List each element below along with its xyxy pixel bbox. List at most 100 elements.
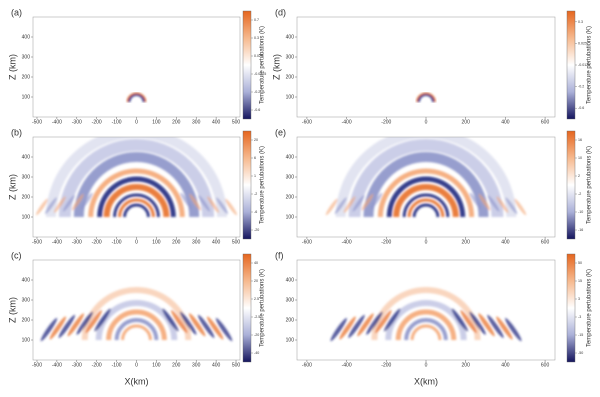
lobe bbox=[487, 195, 500, 212]
x-tick-label: -600 bbox=[302, 362, 312, 368]
x-tick-label: -200 bbox=[92, 239, 102, 245]
lobe bbox=[171, 310, 188, 334]
lobe bbox=[85, 310, 102, 334]
colorbar-tick-label: -0.6 bbox=[578, 106, 584, 110]
x-tick-label: 200 bbox=[172, 362, 181, 368]
wave-front bbox=[377, 168, 475, 218]
x-tick-label: -200 bbox=[381, 239, 391, 245]
plot-frame bbox=[296, 16, 556, 118]
wave-front bbox=[385, 300, 467, 341]
x-tick-label: -500 bbox=[32, 119, 42, 125]
x-tick-label: -500 bbox=[32, 239, 42, 245]
field-inner bbox=[36, 137, 237, 218]
colorbar-tick-label: -0.6 bbox=[254, 108, 260, 112]
x-tick-label: -400 bbox=[342, 239, 352, 245]
lobe bbox=[469, 192, 482, 210]
x-tick-label: -500 bbox=[32, 362, 42, 368]
wave-front bbox=[402, 193, 450, 218]
wave-front bbox=[95, 300, 178, 341]
x-tick-label: -300 bbox=[72, 239, 82, 245]
colorbar-tick-label: 1 bbox=[254, 174, 256, 178]
y-tick-label: 100 bbox=[286, 214, 295, 220]
colorbar-tick-label: -6 bbox=[254, 210, 257, 214]
field-inner bbox=[126, 92, 147, 103]
lobe bbox=[62, 195, 75, 212]
wave-front bbox=[404, 318, 448, 341]
lobe bbox=[225, 198, 237, 216]
y-tick-label: 300 bbox=[286, 174, 295, 180]
y-tick-label: 400 bbox=[286, 277, 295, 283]
wave-front bbox=[103, 184, 170, 218]
x-tick-label: -100 bbox=[112, 362, 122, 368]
lobe bbox=[384, 308, 401, 332]
y-axis-label: Z (km) bbox=[7, 54, 17, 80]
colorbar-tick-label: -50 bbox=[578, 351, 583, 355]
lobe bbox=[206, 316, 224, 340]
colorbar-tick-label: -20 bbox=[254, 333, 259, 337]
lobe bbox=[496, 196, 509, 213]
colorbar-label: Temperature pertubations (K) bbox=[260, 146, 266, 224]
panel-label: (d) bbox=[275, 7, 286, 17]
y-tick-label: 200 bbox=[22, 194, 31, 200]
colorbar-tick-label: 20 bbox=[254, 138, 258, 142]
wave-front bbox=[348, 139, 504, 218]
wave-front bbox=[412, 203, 440, 218]
field bbox=[325, 137, 527, 218]
wave-front bbox=[363, 152, 489, 218]
x-tick-label: 500 bbox=[232, 119, 241, 125]
wave-front bbox=[118, 198, 155, 218]
colorbar-tick-label: -16 bbox=[578, 228, 583, 232]
colorbar-tick-label: 3 bbox=[578, 297, 580, 301]
x-tick-label: -200 bbox=[92, 119, 102, 125]
x-tick-label: -600 bbox=[302, 119, 312, 125]
colorbar-tick-label: 6 bbox=[254, 156, 256, 160]
x-tick-label: 600 bbox=[541, 239, 550, 245]
colorbar-tick-label: -20 bbox=[254, 228, 259, 232]
lobe bbox=[207, 196, 220, 213]
y-axis-label: Z (km) bbox=[7, 174, 17, 200]
y-tick-label: 400 bbox=[22, 277, 31, 283]
y-tick-label: 300 bbox=[22, 297, 31, 303]
x-tick-label: -600 bbox=[302, 239, 312, 245]
x-tick-label: 400 bbox=[501, 362, 510, 368]
x-tick-label: -400 bbox=[52, 239, 62, 245]
x-tick-label: 400 bbox=[212, 362, 221, 368]
y-tick-label: 200 bbox=[22, 74, 31, 80]
lobe bbox=[189, 193, 202, 211]
x-tick-label: -300 bbox=[72, 362, 82, 368]
wave-front bbox=[113, 193, 160, 218]
x-tick-label: 200 bbox=[462, 362, 471, 368]
y-tick-label: 100 bbox=[22, 94, 31, 100]
lobe bbox=[352, 195, 365, 212]
y-tick-label: 200 bbox=[286, 74, 295, 80]
y-tick-label: 100 bbox=[286, 94, 295, 100]
lobe bbox=[343, 196, 356, 213]
wave-front bbox=[97, 176, 176, 218]
x-tick-label: 0 bbox=[135, 362, 138, 368]
y-tick-label: 400 bbox=[22, 154, 31, 160]
colorbar-tick-label: 0.3 bbox=[578, 20, 583, 24]
x-tick-label: -300 bbox=[72, 119, 82, 125]
x-tick-label: 200 bbox=[462, 239, 471, 245]
x-axis-label: X(km) bbox=[125, 376, 149, 386]
field bbox=[416, 92, 436, 103]
lobe bbox=[162, 308, 179, 332]
lobe bbox=[366, 311, 383, 335]
x-tick-label: 400 bbox=[212, 119, 221, 125]
lobe bbox=[40, 318, 58, 342]
y-tick-label: 300 bbox=[22, 54, 31, 60]
y-axis-label: Z (km) bbox=[271, 54, 281, 80]
wave-front bbox=[393, 184, 459, 218]
colorbar-tick-label: 20 bbox=[254, 279, 258, 283]
wave-front bbox=[45, 137, 228, 218]
colorbar-tick-label: 15 bbox=[578, 279, 582, 283]
y-tick-label: 200 bbox=[286, 317, 295, 323]
colorbar bbox=[242, 10, 252, 120]
colorbar-tick-label: -0.0125 bbox=[578, 63, 590, 67]
field bbox=[36, 137, 237, 218]
x-tick-label: 500 bbox=[232, 362, 241, 368]
lobe bbox=[58, 314, 76, 338]
wave-front bbox=[335, 137, 517, 218]
field bbox=[40, 287, 233, 342]
